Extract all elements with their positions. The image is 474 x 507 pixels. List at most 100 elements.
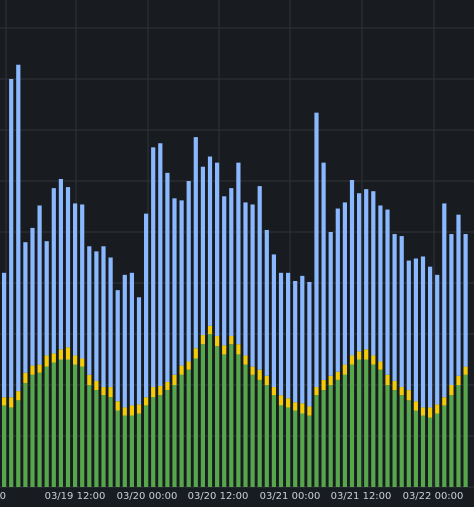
- bar-yellow-50: [357, 351, 362, 360]
- bars: [2, 64, 468, 487]
- bar-yellow-13: [94, 380, 99, 391]
- bar-blue-17: [122, 274, 127, 408]
- bar-yellow-12: [87, 374, 92, 385]
- bar-green-19: [136, 413, 142, 487]
- bar-blue-16: [115, 290, 120, 402]
- bar-blue-44: [314, 112, 319, 388]
- bar-green-11: [80, 366, 85, 487]
- bar-blue-33: [236, 162, 241, 345]
- bar-yellow-11: [80, 358, 85, 367]
- bar-blue-63: [449, 234, 454, 385]
- bar-yellow-9: [65, 347, 71, 360]
- bar-blue-15: [108, 257, 113, 388]
- bar-blue-43: [307, 281, 312, 407]
- bar-green-62: [442, 405, 447, 487]
- bar-yellow-24: [172, 374, 177, 385]
- bar-green-33: [236, 354, 241, 487]
- bar-yellow-18: [129, 405, 134, 416]
- bar-green-59: [420, 415, 426, 487]
- bar-blue-3: [23, 242, 28, 373]
- bar-blue-35: [250, 204, 255, 367]
- bar-yellow-27: [193, 348, 198, 359]
- bar-green-39: [278, 405, 284, 487]
- bar-blue-10: [73, 203, 78, 356]
- bar-blue-59: [420, 256, 426, 408]
- bar-blue-1: [9, 79, 14, 398]
- bar-blue-54: [385, 209, 390, 375]
- bar-green-16: [115, 410, 120, 487]
- bar-blue-51: [364, 189, 369, 350]
- bar-green-55: [392, 390, 397, 487]
- bar-blue-24: [172, 198, 177, 375]
- bar-green-5: [37, 372, 42, 487]
- bar-yellow-61: [435, 404, 440, 414]
- bar-blue-47: [335, 208, 340, 372]
- bar-green-37: [264, 385, 269, 487]
- x-axis-tick-labels: 03/19 00:00 03/19 12:00 03/20 00:00 03/20 1…: [0, 491, 463, 502]
- bar-green-49: [349, 364, 355, 487]
- bar-yellow-20: [144, 397, 149, 406]
- bar-yellow-34: [243, 355, 248, 365]
- bar-blue-46: [328, 232, 333, 376]
- bar-green-63: [449, 395, 454, 487]
- bar-blue-48: [342, 202, 347, 365]
- bar-yellow-38: [271, 387, 276, 396]
- x-tick-label-6: 03/22 00:00: [403, 491, 464, 502]
- x-tick-label-2: 03/20 00:00: [117, 491, 178, 502]
- bar-yellow-47: [335, 371, 340, 380]
- bar-blue-19: [136, 297, 142, 405]
- bar-yellow-21: [151, 387, 156, 398]
- bar-yellow-60: [428, 407, 433, 418]
- bar-yellow-8: [58, 349, 63, 360]
- bar-yellow-40: [286, 398, 291, 408]
- bar-green-47: [335, 379, 340, 487]
- bar-green-22: [158, 395, 163, 487]
- bar-green-57: [406, 400, 411, 487]
- bar-blue-55: [392, 234, 397, 381]
- bar-yellow-3: [23, 372, 28, 383]
- bar-yellow-2: [16, 391, 21, 401]
- bar-green-43: [307, 415, 312, 487]
- bar-blue-4: [30, 227, 35, 366]
- bar-yellow-31: [222, 345, 227, 355]
- bar-green-30: [215, 346, 220, 487]
- bar-blue-60: [428, 266, 433, 408]
- bar-yellow-46: [328, 375, 333, 385]
- bar-green-32: [229, 344, 234, 487]
- bar-yellow-43: [307, 406, 312, 416]
- bar-green-26: [186, 369, 191, 487]
- x-tick-label-1: 03/19 12:00: [45, 491, 106, 502]
- bar-yellow-10: [73, 355, 78, 365]
- bar-green-7: [51, 362, 56, 487]
- bar-blue-52: [371, 191, 376, 356]
- bar-yellow-36: [257, 369, 262, 380]
- bar-yellow-55: [392, 380, 397, 391]
- bar-blue-18: [129, 272, 134, 406]
- bar-yellow-44: [314, 387, 319, 396]
- bar-blue-53: [378, 205, 383, 362]
- bar-blue-2: [16, 64, 21, 392]
- bar-green-4: [30, 374, 35, 487]
- bar-yellow-1: [9, 397, 14, 408]
- bar-green-18: [129, 415, 134, 487]
- bar-green-38: [271, 395, 276, 487]
- bar-green-65: [463, 374, 468, 487]
- bar-blue-58: [413, 258, 418, 402]
- bar-blue-25: [179, 200, 184, 366]
- bar-yellow-32: [229, 336, 234, 345]
- bar-green-8: [58, 359, 63, 487]
- bar-blue-6: [44, 241, 49, 356]
- bar-green-23: [165, 390, 170, 487]
- bar-green-10: [73, 364, 78, 487]
- bar-green-42: [300, 413, 305, 487]
- bar-yellow-29: [207, 325, 213, 334]
- bar-yellow-58: [413, 401, 418, 411]
- bar-blue-29: [207, 156, 213, 326]
- bar-yellow-30: [215, 336, 220, 347]
- bar-blue-36: [257, 186, 262, 370]
- bar-green-48: [342, 374, 347, 487]
- bar-yellow-64: [456, 375, 461, 385]
- bar-yellow-65: [463, 366, 468, 375]
- bar-green-6: [44, 366, 49, 487]
